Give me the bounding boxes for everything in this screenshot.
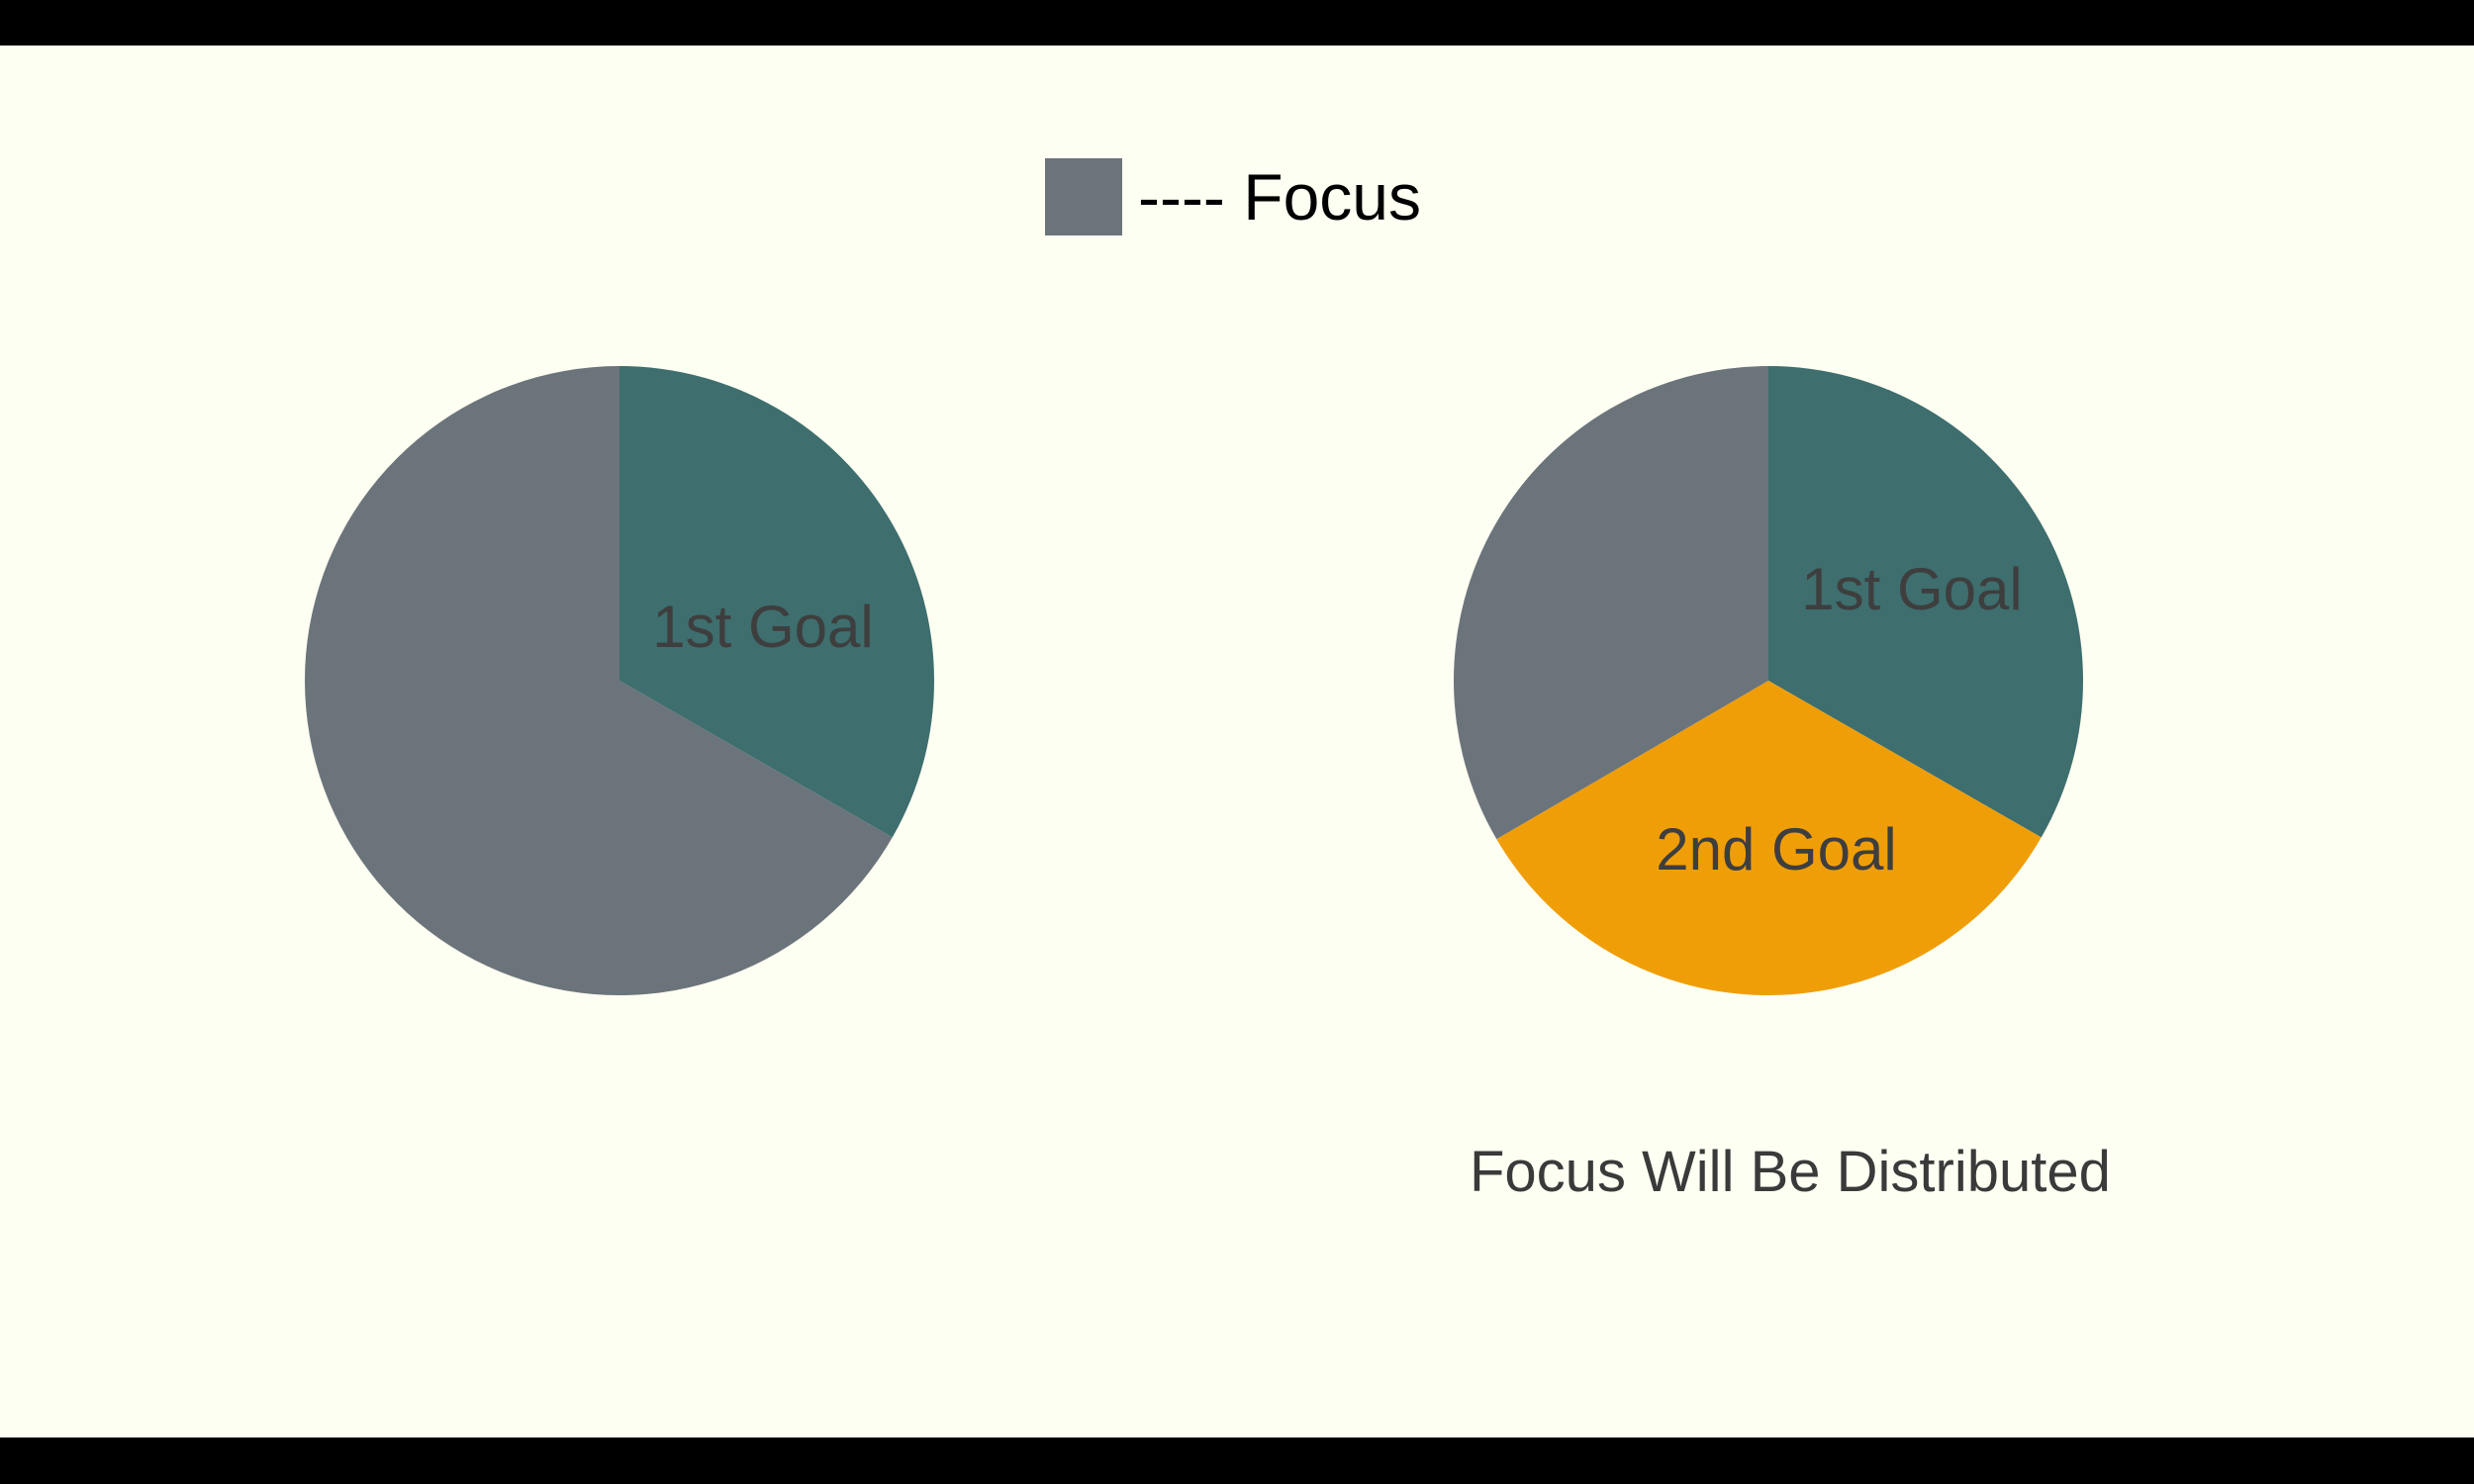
pie-slice-1st-goal (619, 366, 934, 838)
legend: ---- Focus (1045, 158, 1421, 235)
pie-slice-1st-goal (1768, 366, 2083, 838)
slice-label-2nd-goal: 2nd Goal (1656, 816, 1897, 882)
slide-canvas: ---- Focus 1st Goal 1st Goal 2nd Goal Foc… (0, 46, 2474, 1438)
slice-label-1st-goal: 1st Goal (1801, 556, 2022, 622)
pie-slice-2nd-goal (1496, 681, 2042, 995)
slice-label-1st-goal: 1st Goal (652, 594, 873, 660)
pie-slice-remaining-focus (304, 366, 893, 995)
pie-slice-remaining-focus (1454, 366, 1768, 840)
legend-text: ---- Focus (1138, 160, 1421, 233)
pie-chart-left: 1st Goal (304, 366, 934, 995)
legend-swatch (1045, 158, 1122, 235)
pie-chart-right: 1st Goal 2nd Goal (1454, 366, 2083, 995)
caption: Focus Will Be Distributed (1470, 1140, 2111, 1204)
